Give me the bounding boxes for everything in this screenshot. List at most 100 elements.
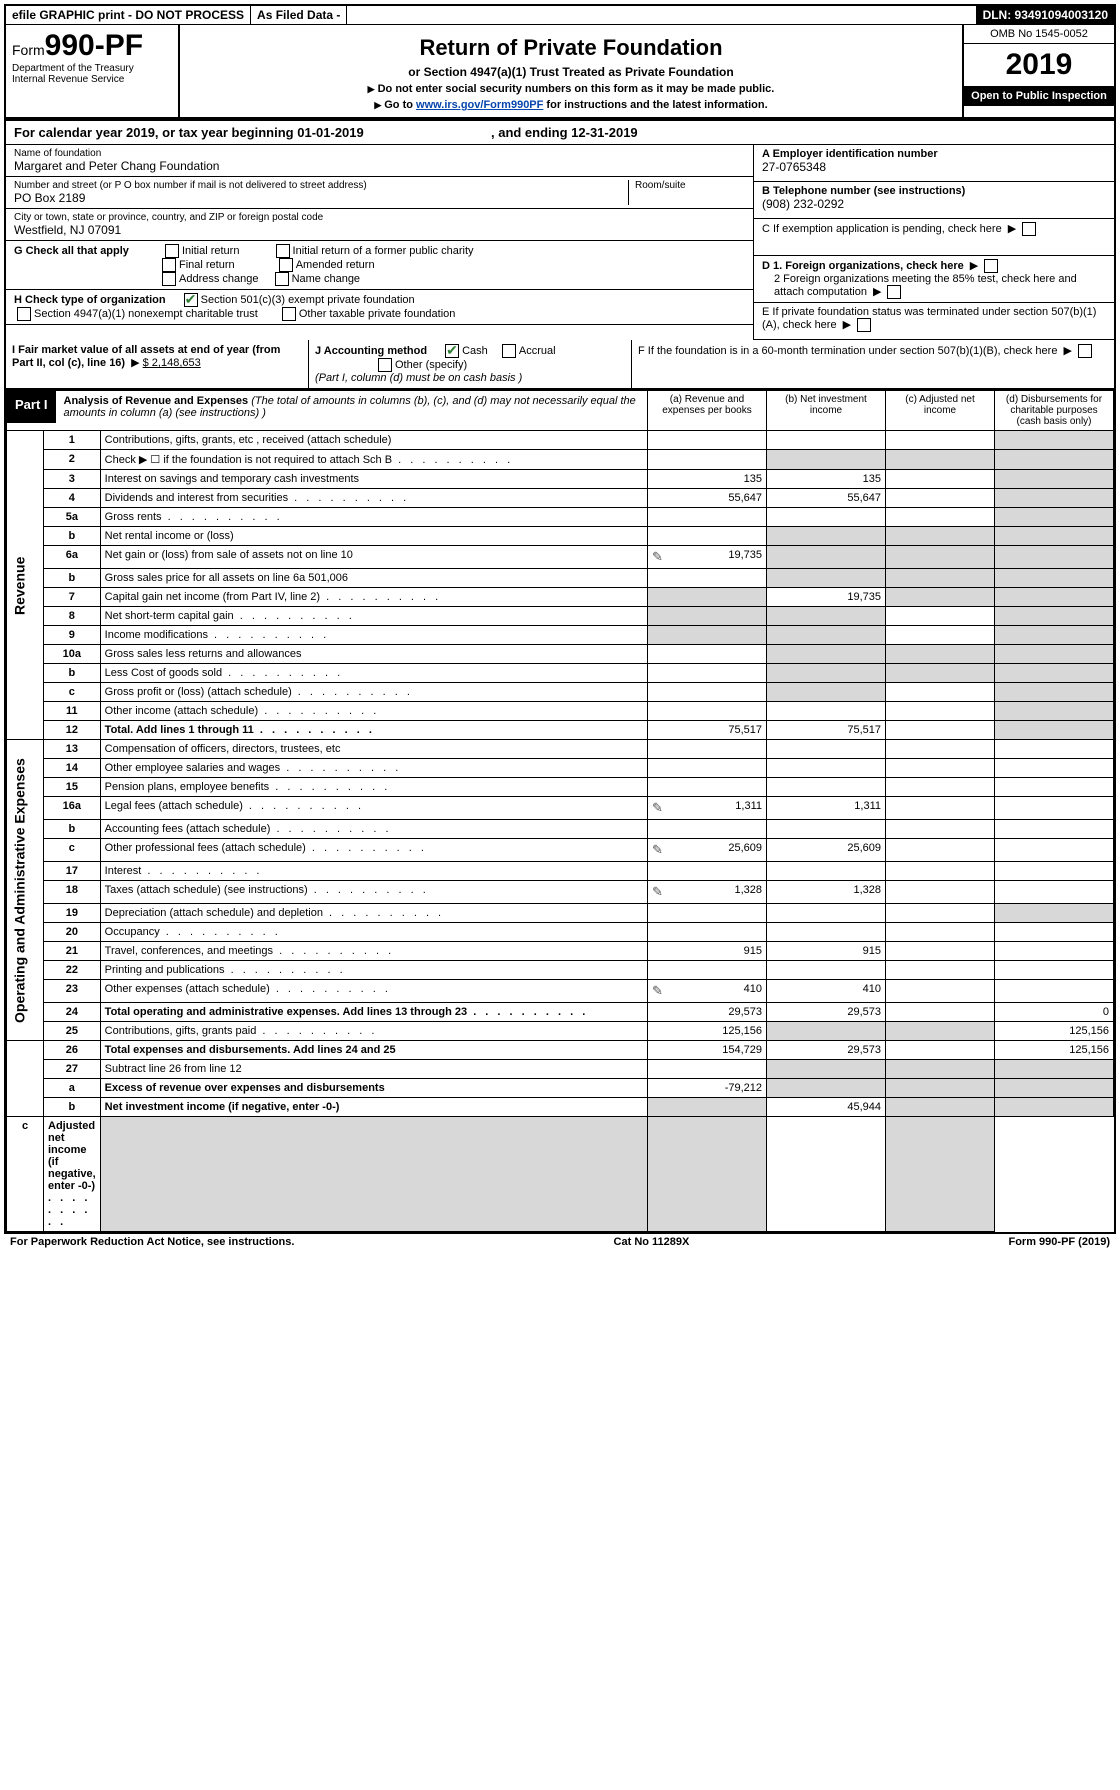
line-number: 27 bbox=[44, 1060, 101, 1079]
line-number: a bbox=[44, 1079, 101, 1098]
line-desc: Net short-term capital gain bbox=[100, 607, 647, 626]
amount-cell bbox=[886, 961, 995, 980]
line-desc: Other income (attach schedule) bbox=[100, 702, 647, 721]
amount-cell bbox=[648, 683, 767, 702]
amount-cell bbox=[767, 820, 886, 839]
line-number: 8 bbox=[44, 607, 101, 626]
table-row: bGross sales price for all assets on lin… bbox=[7, 569, 1114, 588]
table-row: 11Other income (attach schedule) bbox=[7, 702, 1114, 721]
form-subtitle: or Section 4947(a)(1) Trust Treated as P… bbox=[188, 65, 954, 79]
address-row: Number and street (or P O box number if … bbox=[6, 177, 753, 209]
line-number: c bbox=[44, 683, 101, 702]
irs-link[interactable]: www.irs.gov/Form990PF bbox=[416, 99, 543, 111]
amount-cell bbox=[995, 489, 1114, 508]
foundation-name-row: Name of foundation Margaret and Peter Ch… bbox=[6, 145, 753, 177]
section-h: H Check type of organization Section 501… bbox=[6, 290, 753, 325]
line-desc: Net rental income or (loss) bbox=[100, 527, 647, 546]
amount-cell bbox=[648, 527, 767, 546]
amount-cell bbox=[995, 721, 1114, 740]
line-number: 17 bbox=[44, 862, 101, 881]
table-row: 6aNet gain or (loss) from sale of assets… bbox=[7, 546, 1114, 569]
amount-cell: 410 bbox=[767, 980, 886, 1003]
line-desc: Depreciation (attach schedule) and deple… bbox=[100, 904, 647, 923]
form-number: Form990-PF bbox=[12, 29, 172, 63]
footer-right: Form 990-PF (2019) bbox=[1008, 1236, 1110, 1248]
table-row: 12Total. Add lines 1 through 1175,51775,… bbox=[7, 721, 1114, 740]
amount-cell bbox=[995, 607, 1114, 626]
amount-cell bbox=[886, 527, 995, 546]
table-row: 23Other expenses (attach schedule)✎41041… bbox=[7, 980, 1114, 1003]
schedule-icon[interactable]: ✎ bbox=[652, 549, 663, 565]
amount-cell: 75,517 bbox=[767, 721, 886, 740]
amount-cell: 135 bbox=[648, 470, 767, 489]
tax-year: 2019 bbox=[964, 44, 1114, 86]
open-public: Open to Public Inspection bbox=[964, 86, 1114, 106]
amount-cell bbox=[995, 862, 1114, 881]
schedule-icon[interactable]: ✎ bbox=[652, 884, 663, 900]
amount-cell bbox=[648, 588, 767, 607]
table-row: aExcess of revenue over expenses and dis… bbox=[7, 1079, 1114, 1098]
line-number: 20 bbox=[44, 923, 101, 942]
amount-cell: ✎19,735 bbox=[648, 546, 767, 569]
amount-cell: 55,647 bbox=[767, 489, 886, 508]
table-row: 14Other employee salaries and wages bbox=[7, 759, 1114, 778]
line-desc: Gross rents bbox=[100, 508, 647, 527]
amount-cell bbox=[767, 1060, 886, 1079]
net-spacer bbox=[7, 1041, 44, 1117]
line-number: 21 bbox=[44, 942, 101, 961]
amount-cell bbox=[886, 1079, 995, 1098]
line-desc: Dividends and interest from securities bbox=[100, 489, 647, 508]
line-desc: Net investment income (if negative, ente… bbox=[100, 1098, 647, 1117]
table-row: 19Depreciation (attach schedule) and dep… bbox=[7, 904, 1114, 923]
amount-cell bbox=[886, 470, 995, 489]
footer-mid: Cat No 11289X bbox=[614, 1236, 690, 1248]
table-row: 4Dividends and interest from securities5… bbox=[7, 489, 1114, 508]
line-number: 11 bbox=[44, 702, 101, 721]
schedule-icon[interactable]: ✎ bbox=[652, 842, 663, 858]
amount-cell bbox=[995, 778, 1114, 797]
line-desc: Contributions, gifts, grants, etc , rece… bbox=[100, 431, 647, 450]
identity-right: A Employer identification number 27-0765… bbox=[753, 145, 1114, 340]
table-row: 20Occupancy bbox=[7, 923, 1114, 942]
amount-cell bbox=[995, 1079, 1114, 1098]
table-row: 24Total operating and administrative exp… bbox=[7, 1003, 1114, 1022]
col-d-header: (d) Disbursements for charitable purpose… bbox=[995, 391, 1114, 431]
table-row: 5aGross rents bbox=[7, 508, 1114, 527]
amount-cell: 29,573 bbox=[648, 1003, 767, 1022]
amount-cell: ✎410 bbox=[648, 980, 767, 1003]
amount-cell bbox=[648, 645, 767, 664]
form-title: Return of Private Foundation bbox=[188, 35, 954, 61]
city-label: City or town, state or province, country… bbox=[14, 212, 745, 223]
line-number: 18 bbox=[44, 881, 101, 904]
amount-cell bbox=[995, 626, 1114, 645]
amount-cell bbox=[995, 450, 1114, 470]
amount-cell bbox=[886, 797, 995, 820]
schedule-icon[interactable]: ✎ bbox=[652, 983, 663, 999]
amount-cell bbox=[886, 942, 995, 961]
line-number: 23 bbox=[44, 980, 101, 1003]
table-row: 21Travel, conferences, and meetings91591… bbox=[7, 942, 1114, 961]
amount-cell: 135 bbox=[767, 470, 886, 489]
amount-cell bbox=[886, 759, 995, 778]
top-bar: efile GRAPHIC print - DO NOT PROCESS As … bbox=[6, 6, 1114, 25]
amount-cell bbox=[767, 862, 886, 881]
header-center: Return of Private Foundation or Section … bbox=[180, 25, 962, 117]
section-d: D 1. Foreign organizations, check here ▶… bbox=[754, 256, 1114, 303]
dept-label: Department of the Treasury bbox=[12, 63, 172, 74]
schedule-icon[interactable]: ✎ bbox=[652, 800, 663, 816]
expenses-side-label: Operating and Administrative Expenses bbox=[7, 740, 44, 1041]
amount-cell bbox=[886, 923, 995, 942]
table-row: bAccounting fees (attach schedule) bbox=[7, 820, 1114, 839]
header-block: Form990-PF Department of the Treasury In… bbox=[6, 25, 1114, 119]
line-number: 13 bbox=[44, 740, 101, 759]
amount-cell bbox=[767, 527, 886, 546]
table-row: 8Net short-term capital gain bbox=[7, 607, 1114, 626]
amount-cell bbox=[995, 980, 1114, 1003]
amount-cell: 125,156 bbox=[648, 1022, 767, 1041]
amount-cell bbox=[648, 778, 767, 797]
line-desc: Gross sales less returns and allowances bbox=[100, 645, 647, 664]
amount-cell bbox=[648, 450, 767, 470]
table-row: 2Check ▶ ☐ if the foundation is not requ… bbox=[7, 450, 1114, 470]
g-label: G Check all that apply bbox=[14, 245, 129, 257]
amount-cell bbox=[886, 1117, 995, 1232]
